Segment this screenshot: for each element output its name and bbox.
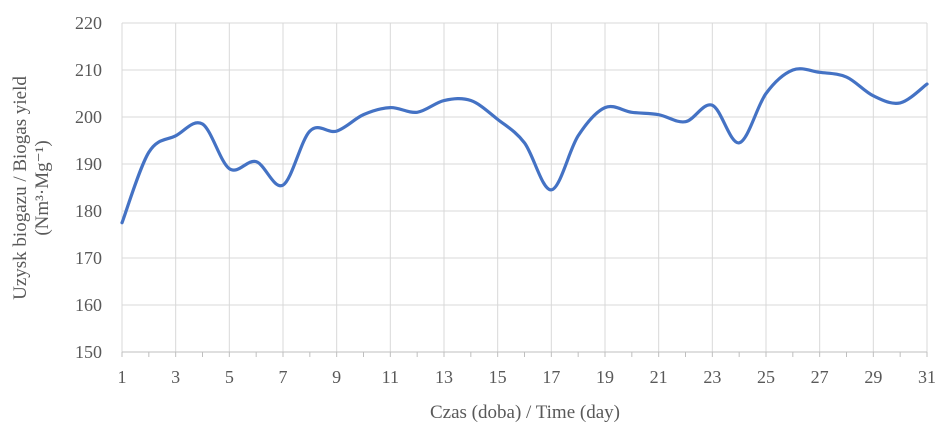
y-tick-label: 200 [75,107,102,127]
x-tick-label: 29 [864,367,882,387]
series-line-biogas-yield [120,67,929,225]
grid [121,22,928,352]
x-tick-label: 1 [118,367,127,387]
x-tick-label: 13 [435,367,453,387]
x-tick-label: 17 [542,367,560,387]
y-tick-label: 170 [75,248,102,268]
y-axis-title: Uzysk biogazu / Biogas yield [10,76,31,300]
x-tick-label: 27 [811,367,829,387]
x-tick-label: 9 [332,367,341,387]
y-tick-label: 180 [75,201,102,221]
x-tick-label: 23 [703,367,721,387]
x-tick-label: 19 [596,367,614,387]
x-tick-label: 7 [279,367,288,387]
x-tick-label: 3 [171,367,180,387]
y-tick-label: 190 [75,154,102,174]
y-tick-label: 150 [75,342,102,362]
y-axis-unit: (Nm³·Mg⁻¹) [32,140,53,235]
x-tick-label: 15 [489,367,507,387]
x-tick-label: 21 [650,367,668,387]
x-tick-label: 11 [382,367,399,387]
y-tick-label: 210 [75,60,102,80]
y-tick-labels: 150 160 170 180 190 200 210 220 [75,13,102,362]
x-tick-label: 5 [225,367,234,387]
series [120,67,929,225]
x-tick-labels: 1 3 5 7 9 11 13 15 17 19 21 23 25 27 29 31 [118,367,937,387]
x-tick-label: 31 [918,367,936,387]
x-axis-title: Czas (doba) / Time (day) [430,402,620,423]
x-tick-label: 25 [757,367,775,387]
axes [121,351,928,357]
y-tick-label: 160 [75,295,102,315]
y-tick-label: 220 [75,13,102,33]
